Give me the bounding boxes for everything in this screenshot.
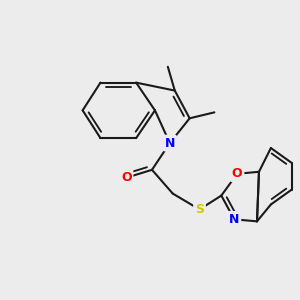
- Text: O: O: [232, 167, 242, 180]
- Text: O: O: [121, 171, 131, 184]
- Text: N: N: [229, 213, 239, 226]
- Text: N: N: [165, 136, 175, 150]
- Text: S: S: [195, 203, 204, 216]
